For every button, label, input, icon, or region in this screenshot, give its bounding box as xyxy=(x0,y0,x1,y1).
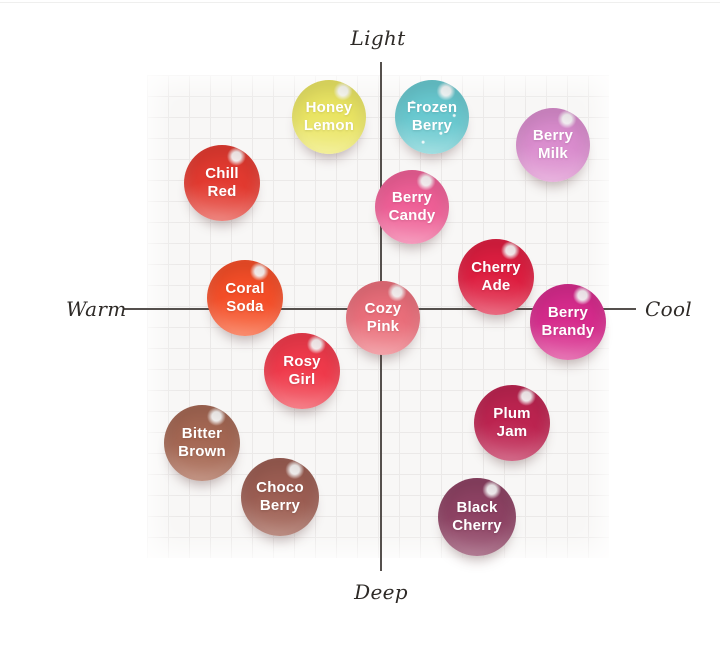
shade-bubble-label: Chill Red xyxy=(205,164,239,200)
shade-bubble-label: Rosy Girl xyxy=(283,352,321,388)
shade-bubble-black-cherry: Black Cherry xyxy=(438,478,516,556)
shade-bubble-label: Honey Lemon xyxy=(303,98,355,134)
shade-bubble-berry-milk: Berry Milk xyxy=(516,108,590,182)
axis-label-light: Light xyxy=(350,26,406,50)
shade-bubble-label: Berry Candy xyxy=(388,188,436,224)
shade-bubble-cherry-ade: Cherry Ade xyxy=(458,239,534,315)
shade-bubble-label: Black Cherry xyxy=(452,498,502,534)
shade-bubble-label: Bitter Brown xyxy=(178,424,226,460)
shade-bubble-label: Cherry Ade xyxy=(471,258,521,294)
shade-bubble-label: Plum Jam xyxy=(493,404,531,440)
shade-bubble-chill-red: Chill Red xyxy=(184,145,260,221)
shade-bubble-choco-berry: Choco Berry xyxy=(241,458,319,536)
shade-bubble-label: Coral Soda xyxy=(225,279,265,315)
shade-bubble-plum-jam: Plum Jam xyxy=(474,385,550,461)
shade-bubble-coral-soda: Coral Soda xyxy=(207,260,283,336)
axis-label-deep: Deep xyxy=(354,580,408,604)
top-hairline xyxy=(0,2,720,3)
shade-bubble-label: Berry Milk xyxy=(532,126,574,162)
shade-bubble-frozen-berry: Frozen Berry xyxy=(395,80,469,154)
shade-bubble-label: Berry Brandy xyxy=(541,303,595,339)
shade-bubble-honey-lemon: Honey Lemon xyxy=(292,80,366,154)
axis-label-cool: Cool xyxy=(645,297,692,321)
axis-label-warm: Warm xyxy=(66,297,127,321)
shade-bubble-label: Choco Berry xyxy=(256,478,304,514)
shade-bubble-rosy-girl: Rosy Girl xyxy=(264,333,340,409)
shade-bubble-label: Cozy Pink xyxy=(364,299,402,335)
shade-bubble-berry-brandy: Berry Brandy xyxy=(530,284,606,360)
shade-bubble-cozy-pink: Cozy Pink xyxy=(346,281,420,355)
shade-bubble-label: Frozen Berry xyxy=(406,98,458,134)
shade-bubble-berry-candy: Berry Candy xyxy=(375,170,449,244)
shade-bubble-bitter-brown: Bitter Brown xyxy=(164,405,240,481)
